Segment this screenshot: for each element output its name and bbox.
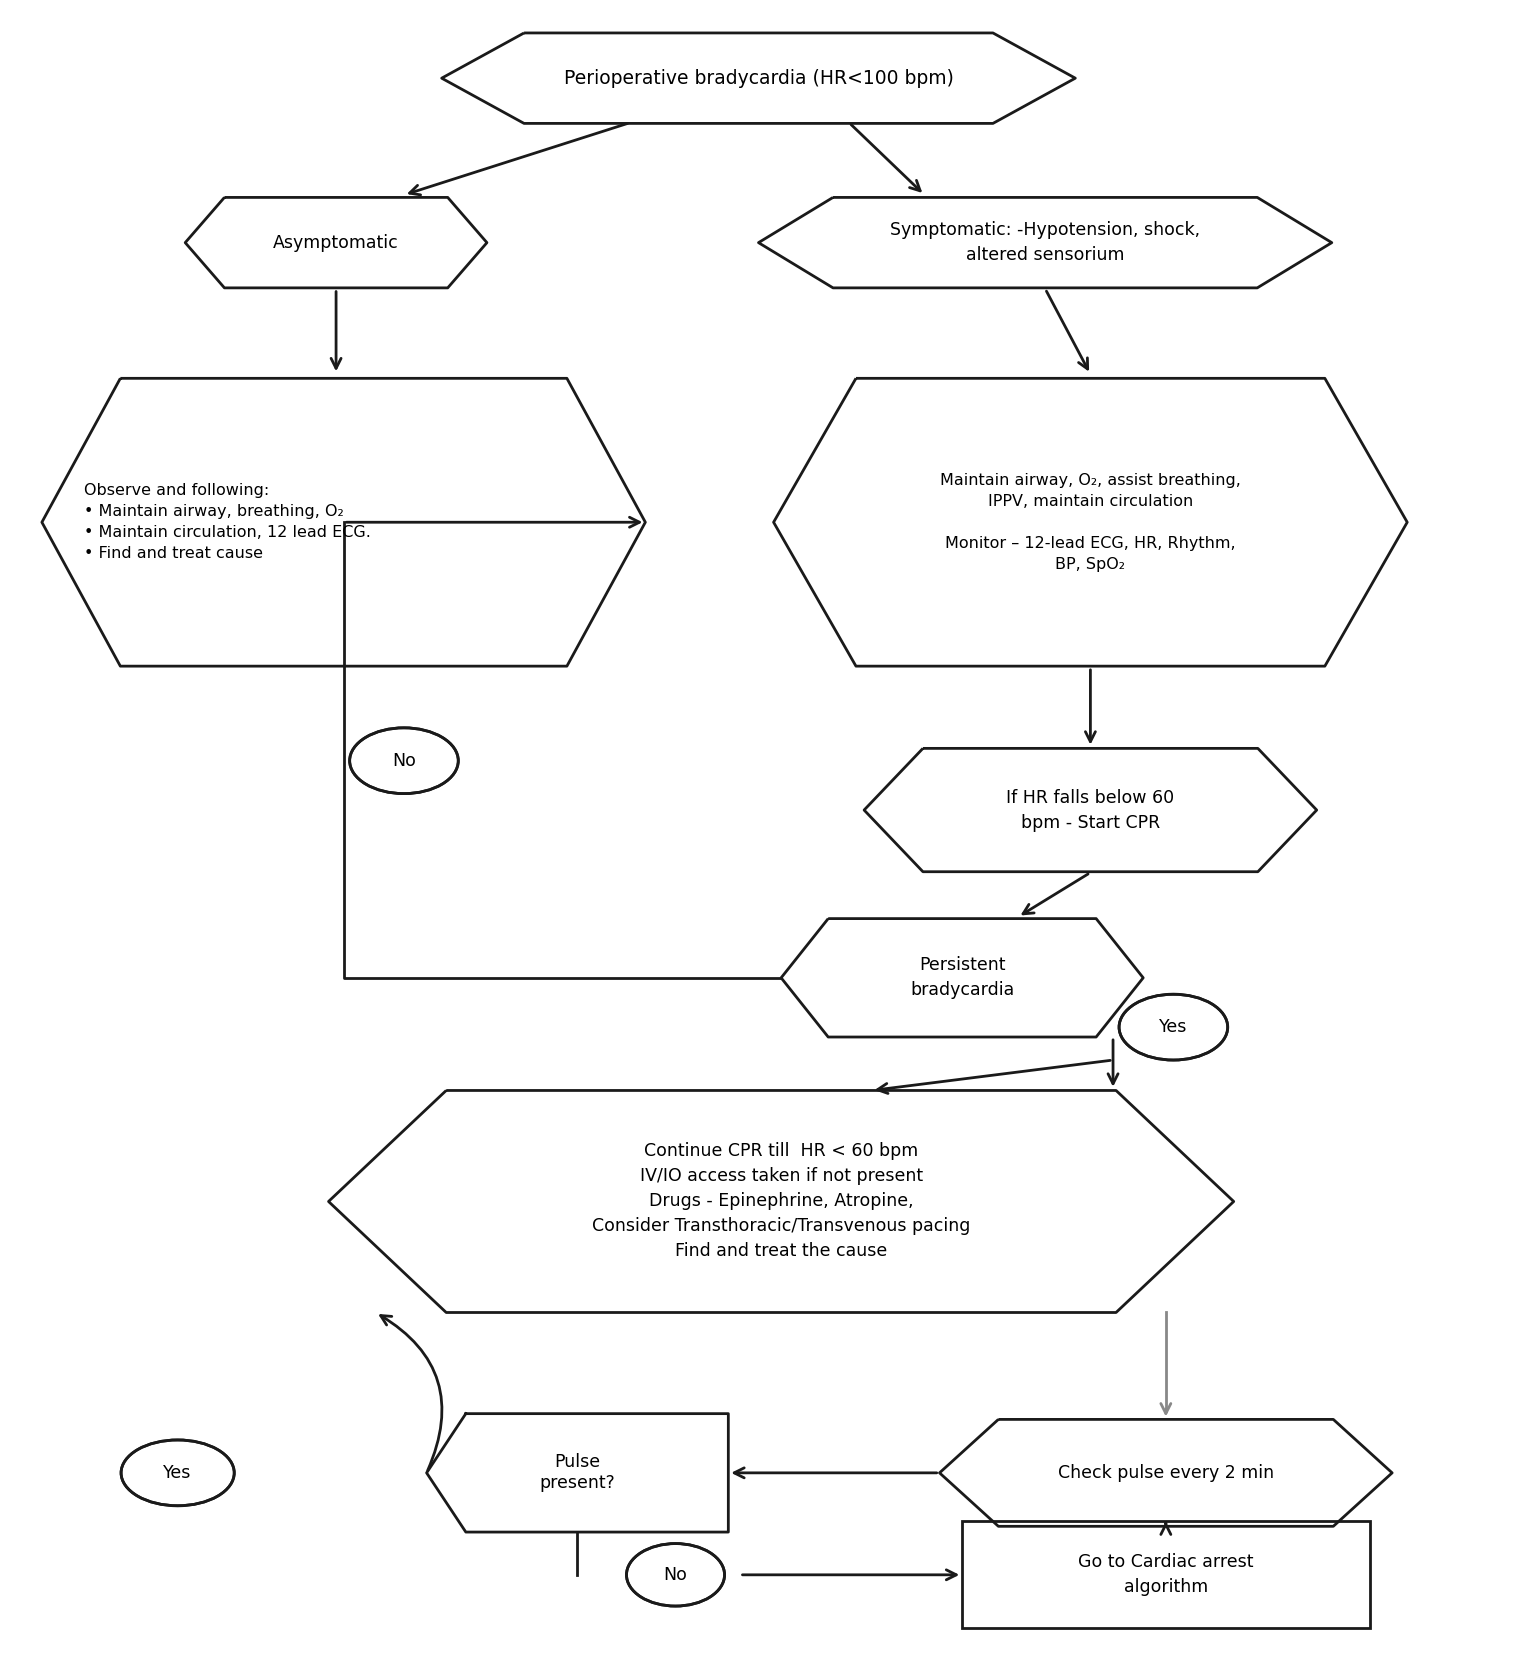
Text: If HR falls below 60
bpm - Start CPR: If HR falls below 60 bpm - Start CPR <box>1006 788 1174 831</box>
Text: Pulse
present?: Pulse present? <box>540 1453 616 1493</box>
Text: Continue CPR till  HR < 60 bpm
IV/IO access taken if not present
Drugs - Epineph: Continue CPR till HR < 60 bpm IV/IO acce… <box>592 1142 971 1261</box>
Text: Check pulse every 2 min: Check pulse every 2 min <box>1057 1465 1274 1481</box>
Bar <box>962 1521 1370 1628</box>
Ellipse shape <box>349 727 458 793</box>
Text: Yes: Yes <box>164 1465 191 1481</box>
Ellipse shape <box>627 1544 725 1607</box>
Text: Yes: Yes <box>1159 1018 1188 1036</box>
Text: No: No <box>391 752 416 770</box>
Text: Symptomatic: -Hypotension, shock,
altered sensorium: Symptomatic: -Hypotension, shock, altere… <box>890 222 1200 264</box>
Text: No: No <box>663 1565 687 1584</box>
Text: Maintain airway, O₂, assist breathing,
IPPV, maintain circulation

Monitor – 12-: Maintain airway, O₂, assist breathing, I… <box>941 473 1241 572</box>
Text: Asymptomatic: Asymptomatic <box>273 233 399 251</box>
Text: Persistent
bradycardia: Persistent bradycardia <box>910 957 1015 1000</box>
Ellipse shape <box>1120 993 1227 1060</box>
Text: Perioperative bradycardia (HR<100 bpm): Perioperative bradycardia (HR<100 bpm) <box>563 69 954 88</box>
Ellipse shape <box>121 1440 234 1506</box>
Text: Observe and following:
• Maintain airway, breathing, O₂
• Maintain circulation, : Observe and following: • Maintain airway… <box>83 483 372 562</box>
Text: Go to Cardiac arrest
algorithm: Go to Cardiac arrest algorithm <box>1079 1554 1253 1597</box>
